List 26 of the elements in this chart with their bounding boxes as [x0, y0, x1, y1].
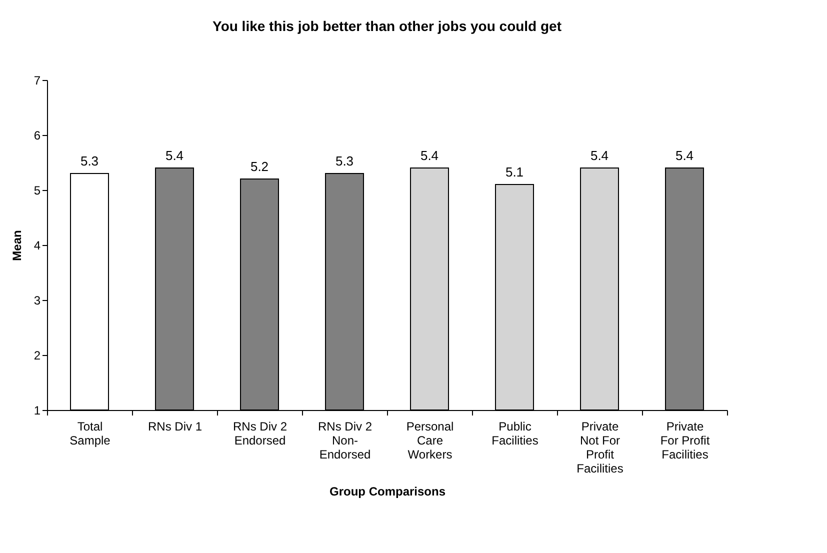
y-tick-label: 1 [34, 404, 41, 418]
data-label: 5.3 [80, 154, 99, 168]
y-tick-label: 3 [34, 294, 41, 308]
y-axis-title: Mean [10, 230, 24, 261]
data-label: 5.1 [505, 164, 524, 180]
x-tick-label: RNs Div 2 Endorsed [232, 420, 288, 448]
y-tick-label: 6 [34, 128, 41, 142]
x-tick-label: Public Facilities [492, 420, 538, 448]
y-tick-label: 7 [34, 74, 41, 88]
y-tick-label: 5 [34, 184, 41, 198]
x-tick-label: RNs Div 1 [148, 420, 202, 434]
x-axis-title: Group Comparisons [329, 484, 446, 498]
x-tick-label: Private For Profit Facilities [660, 420, 710, 462]
x-tick-label: RNs Div 2 Non-Endorsed [318, 420, 372, 462]
data-label: 5.4 [590, 148, 609, 163]
data-label: 5.4 [675, 148, 694, 163]
x-tick-label: Total Sample [70, 420, 111, 448]
x-tick-label: Personal Care Workers [406, 420, 454, 462]
data-label: 5.4 [165, 148, 184, 163]
chart-title: You like this job better than other jobs you could get [212, 18, 562, 34]
x-tick-label: Private Not For Profit Facilities [576, 420, 624, 476]
data-label: 5.4 [420, 148, 439, 163]
y-tick-label: 4 [34, 238, 41, 252]
data-label: 5.3 [335, 154, 354, 168]
y-tick-label: 2 [34, 348, 41, 362]
data-label: 5.2 [250, 159, 269, 174]
